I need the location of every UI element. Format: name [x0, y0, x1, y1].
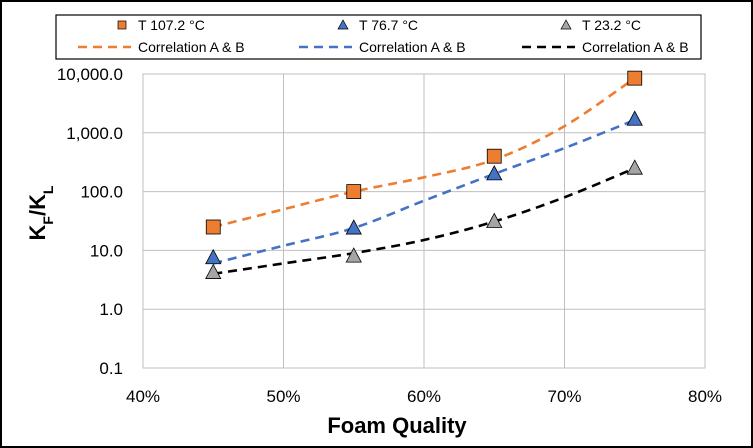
legend: T 107.2 °C T 76.7 °C T 23.2 °C Correlation …: [55, 14, 702, 60]
legend-label: T 23.2 °C: [582, 17, 641, 33]
correlation-line: [213, 166, 636, 276]
x-tick-label: 40%: [126, 387, 160, 406]
data-point: [345, 247, 362, 263]
y-tick-labels: 0.1 1.0 10.0 100.0 1,000.0 10,000.0: [57, 65, 123, 378]
y-tick-label: 10.0: [90, 241, 123, 260]
legend-box: [55, 14, 702, 60]
x-tick-label: 80%: [688, 387, 722, 406]
legend-marker: [337, 19, 349, 30]
data-point: [627, 70, 643, 86]
legend-marker: [117, 20, 127, 30]
data-point: [486, 148, 502, 164]
data-point: [486, 165, 503, 181]
y-tick-label: 10,000.0: [57, 65, 123, 84]
data-point: [205, 248, 222, 265]
x-tick-label: 60%: [407, 387, 441, 406]
data-point: [345, 219, 362, 235]
y-tick-label: 1.0: [99, 300, 123, 319]
data-point: [486, 212, 503, 228]
plot-area-border: [142, 73, 706, 369]
legend-label: Correlation A & B: [138, 39, 245, 55]
y-axis-title: KF/KL: [25, 185, 56, 240]
x-axis-title: Foam Quality: [327, 413, 467, 438]
data-point: [626, 159, 643, 175]
data-markers: [205, 70, 643, 279]
x-tick-label: 70%: [547, 387, 581, 406]
legend-marker: [560, 19, 572, 30]
legend-label: T 76.7 °C: [359, 17, 418, 33]
y-tick-label: 0.1: [99, 359, 123, 378]
y-tick-label: 100.0: [80, 183, 123, 202]
gridlines: [142, 73, 706, 369]
legend-label: Correlation A & B: [582, 39, 689, 55]
data-point: [626, 110, 643, 126]
legend-label: Correlation A & B: [359, 39, 466, 55]
x-tick-labels: 40% 50% 60% 70% 80%: [126, 387, 722, 406]
data-point: [346, 184, 362, 200]
y-tick-label: 1,000.0: [66, 124, 123, 143]
correlation-line: [212, 77, 636, 229]
legend-label: T 107.2 °C: [138, 17, 205, 33]
data-point: [205, 263, 222, 279]
data-point: [205, 219, 221, 235]
x-tick-label: 50%: [266, 387, 300, 406]
correlation-lines: [212, 77, 636, 276]
